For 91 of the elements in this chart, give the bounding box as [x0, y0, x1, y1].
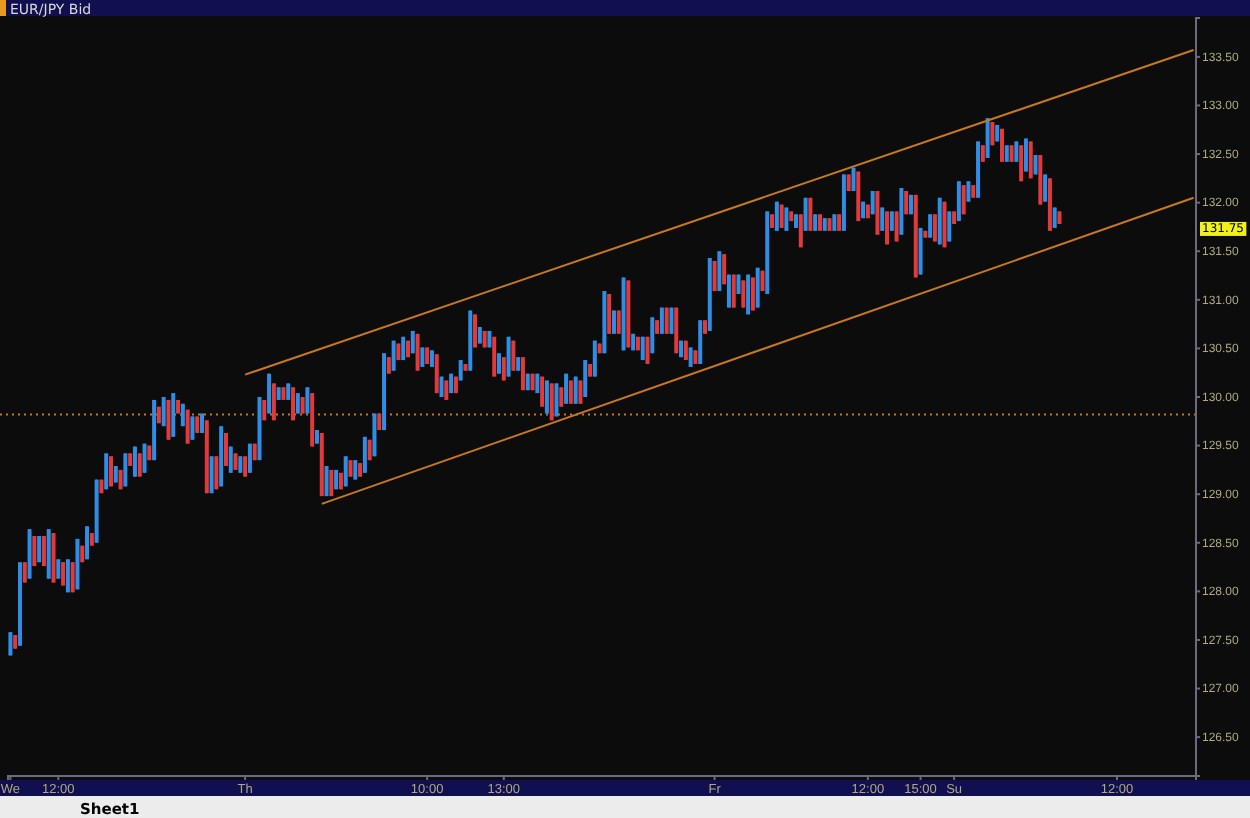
candlestick [247, 443, 252, 474]
candlestick [717, 250, 722, 292]
candlestick [573, 375, 578, 405]
candlestick [271, 382, 276, 421]
candlestick [669, 306, 674, 335]
candlestick [473, 313, 478, 349]
candlestick [966, 180, 971, 203]
candlestick [190, 415, 195, 441]
candlestick [56, 558, 61, 580]
candlestick [774, 201, 779, 232]
candlestick [899, 187, 904, 236]
candlestick [70, 561, 75, 593]
candlestick [999, 128, 1004, 163]
candlestick [108, 455, 113, 488]
candlestick [166, 399, 171, 441]
candlestick [492, 336, 497, 378]
candlestick [1028, 140, 1033, 179]
candlestick [798, 213, 803, 248]
candlestick [885, 210, 890, 246]
candlestick [132, 445, 137, 478]
candlestick [506, 336, 511, 378]
candlestick [520, 356, 525, 391]
candlestick [391, 340, 396, 372]
candlestick [324, 465, 329, 497]
candlestick [592, 340, 597, 378]
candlestick [645, 336, 650, 365]
candlestick [750, 276, 755, 312]
candlestick [808, 197, 813, 232]
candlestick [1023, 137, 1028, 173]
candlestick [568, 379, 573, 405]
candlestick [803, 197, 808, 232]
candlestick [185, 409, 190, 445]
candlestick [434, 353, 439, 394]
candlestick [918, 227, 923, 276]
candlestick [142, 443, 147, 474]
candlestick [650, 316, 655, 354]
candlestick [214, 455, 219, 490]
candlestick [726, 273, 731, 309]
candlestick [961, 184, 966, 215]
candlestick [22, 561, 27, 584]
candlestick [123, 452, 128, 488]
candlestick [291, 386, 296, 421]
candlestick [554, 382, 559, 418]
candlestick [171, 392, 176, 438]
candlestick [928, 213, 933, 239]
candlestick [497, 352, 502, 375]
candlestick [415, 333, 420, 372]
candlestick [731, 273, 736, 309]
candlestick [1014, 140, 1019, 163]
candlestick [343, 455, 348, 488]
candlestick [559, 386, 564, 408]
candlestick [889, 210, 894, 232]
candlestick [894, 210, 899, 243]
candlestick [956, 180, 961, 222]
candlestick [549, 382, 554, 421]
candlestick [61, 561, 66, 587]
candlestick [209, 455, 214, 494]
candlestick [698, 319, 703, 365]
candlestick [1043, 173, 1048, 203]
candlestick [104, 452, 109, 490]
candlestick [295, 392, 300, 415]
candlestick [564, 373, 569, 405]
candlestick [947, 210, 952, 243]
candlestick [607, 293, 612, 335]
candlestick [985, 117, 990, 159]
candlestick [85, 525, 90, 560]
candlestick [353, 459, 358, 481]
candlestick [583, 359, 588, 398]
candlestick [267, 373, 272, 415]
candlestick [362, 436, 367, 474]
candlestick [875, 190, 880, 236]
candlestick [659, 306, 664, 335]
candlestick [755, 267, 760, 309]
candlestick [1019, 144, 1024, 182]
candlestick [578, 379, 583, 405]
candlestick [540, 375, 545, 408]
candlestick [420, 346, 425, 368]
candlestick [305, 386, 310, 415]
candlestick [722, 253, 727, 285]
candlestick [544, 379, 549, 415]
candlestick [688, 346, 693, 368]
candlestick [741, 279, 746, 309]
candlestick [664, 306, 669, 335]
candlestick [65, 558, 70, 593]
candlestick [932, 213, 937, 243]
candlestick [137, 452, 142, 478]
candlestick [511, 340, 516, 372]
candlestick [444, 379, 449, 401]
candlestick [243, 455, 248, 478]
candlestick [161, 396, 166, 427]
candlestick [228, 445, 233, 474]
